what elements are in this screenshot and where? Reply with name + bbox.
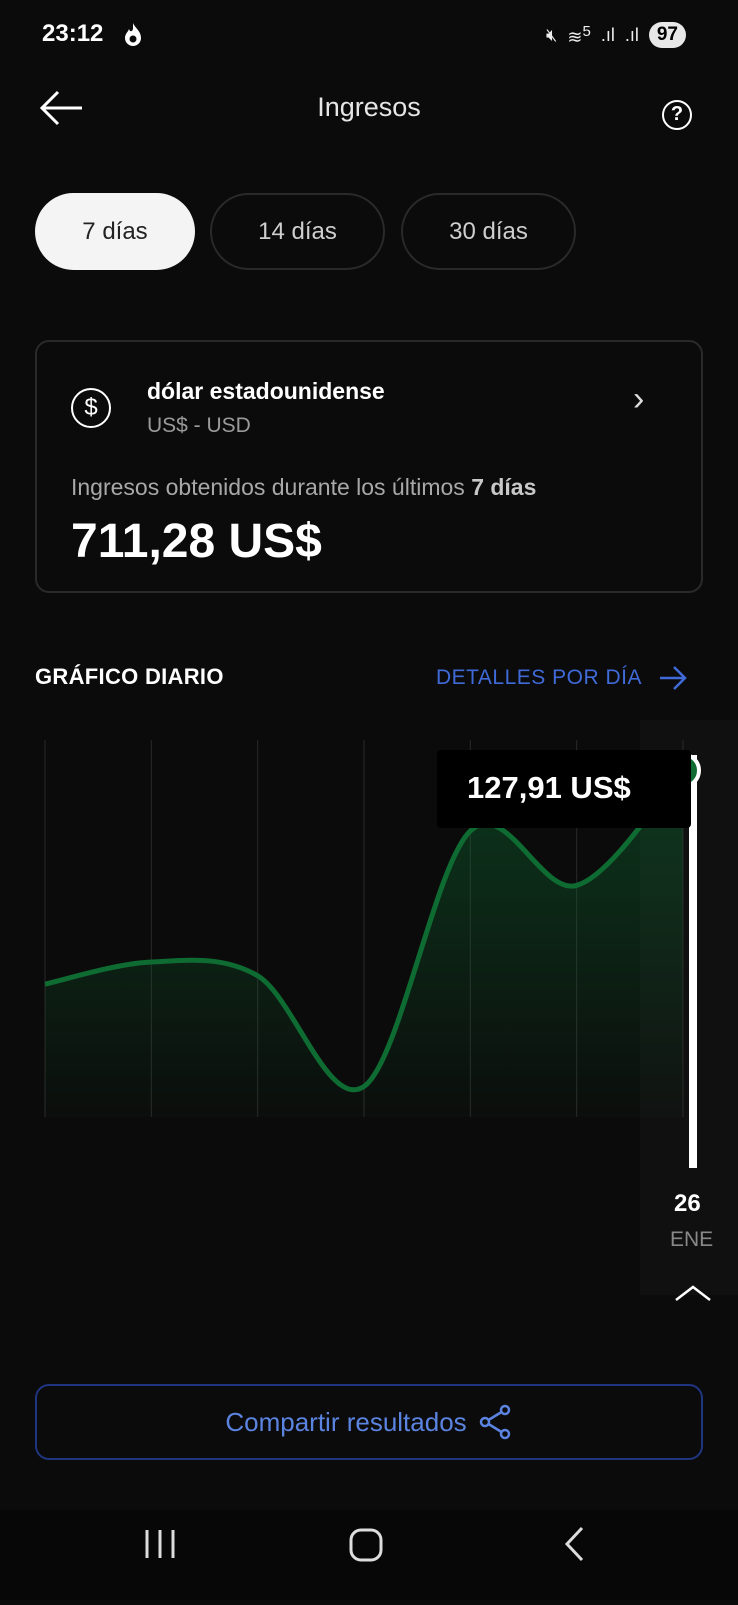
status-time: 23:12 xyxy=(42,20,104,47)
description-text: Ingresos obtenidos durante los últimos xyxy=(71,474,472,500)
share-label: Compartir resultados xyxy=(225,1406,467,1437)
currency-name: dólar estadounidense xyxy=(147,378,385,404)
recent-apps-icon[interactable] xyxy=(145,1530,175,1558)
chart-line xyxy=(44,768,685,1093)
battery-badge: 97 xyxy=(648,22,686,48)
signal-icon: .ıl xyxy=(600,24,615,45)
help-button[interactable]: ? xyxy=(662,100,692,130)
mute-icon: 🔇︎ xyxy=(546,24,558,45)
chevron-right-icon[interactable]: › xyxy=(633,380,645,418)
selected-month: ENE xyxy=(670,1228,714,1251)
nav-back-icon[interactable] xyxy=(564,1526,584,1562)
arrow-right-icon xyxy=(660,666,687,690)
income-description: Ingresos obtenidos durante los últimos 7… xyxy=(71,474,536,501)
tab-14-days[interactable]: 14 días xyxy=(210,193,385,270)
dollar-icon: $ xyxy=(71,388,111,428)
income-total: 711,28 US$ xyxy=(71,515,322,568)
home-icon[interactable] xyxy=(349,1528,383,1562)
tooltip-value: 127,91 US$ xyxy=(467,770,631,805)
chevron-up-icon[interactable] xyxy=(675,1285,711,1301)
wifi-icon: ≋5 xyxy=(567,22,591,47)
page-title: Ingresos xyxy=(317,92,421,122)
arrow-left-icon xyxy=(39,90,82,126)
selected-day: 26 xyxy=(674,1190,701,1217)
share-results-button[interactable]: Compartir resultados xyxy=(35,1384,703,1460)
section-title: GRÁFICO DIARIO xyxy=(35,664,224,689)
signal-icon: .ıl xyxy=(624,24,639,45)
selection-cursor[interactable] xyxy=(689,755,697,1168)
share-icon xyxy=(479,1404,510,1440)
wifi-label: 5 xyxy=(582,22,591,40)
details-label: DETALLES POR DÍA xyxy=(435,666,642,689)
income-card[interactable]: $ dólar estadounidense US$ - USD › Ingre… xyxy=(35,340,703,593)
currency-code: US$ - USD xyxy=(147,414,251,437)
tab-7-days[interactable]: 7 días xyxy=(35,193,195,270)
tab-30-days[interactable]: 30 días xyxy=(401,193,576,270)
fire-icon xyxy=(122,22,144,53)
status-icons: 🔇︎ ≋5 .ıl .ıl 97 xyxy=(546,22,686,48)
value-tooltip xyxy=(437,750,691,828)
details-link[interactable]: DETALLES POR DÍA xyxy=(436,665,688,691)
question-icon: ? xyxy=(670,103,684,125)
back-button[interactable] xyxy=(38,88,84,133)
chart-area xyxy=(45,770,683,1117)
description-period: 7 días xyxy=(471,474,537,500)
system-nav-bar xyxy=(0,1510,738,1600)
